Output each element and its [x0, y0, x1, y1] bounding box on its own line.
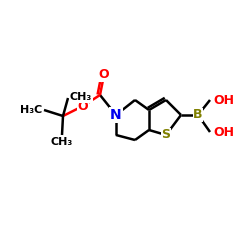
Text: CH₃: CH₃	[70, 92, 92, 102]
Text: OH: OH	[213, 126, 234, 138]
Text: O: O	[99, 68, 109, 82]
Text: CH₃: CH₃	[51, 137, 73, 147]
Text: N: N	[110, 108, 122, 122]
Text: S: S	[162, 128, 170, 141]
Text: OH: OH	[213, 94, 234, 106]
Text: O: O	[78, 100, 88, 112]
Text: B: B	[193, 108, 203, 122]
Text: H₃C: H₃C	[20, 105, 42, 115]
